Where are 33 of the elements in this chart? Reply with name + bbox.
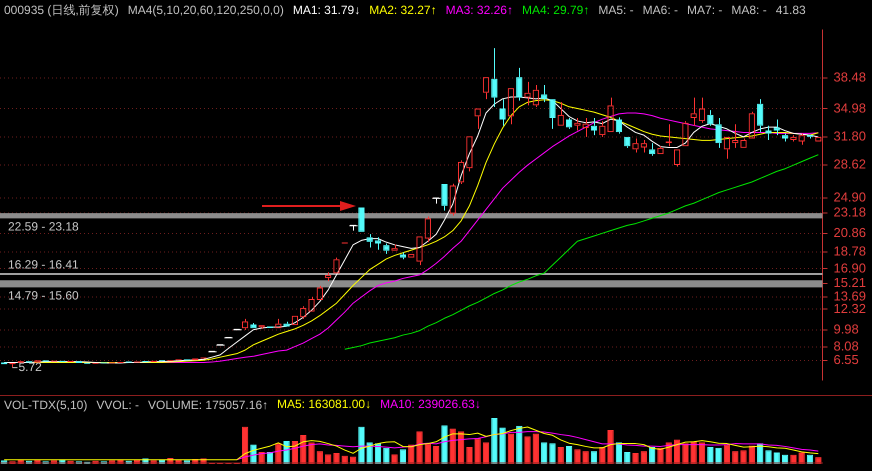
y-tick-label: 31.80: [833, 128, 866, 144]
text: MA10: 239026.63↓: [380, 397, 481, 411]
y-tick-label: 28.62: [833, 156, 866, 172]
text: VOLUME: 175057.16↑: [148, 398, 268, 412]
y-tick-label: 20.86: [833, 225, 866, 240]
y-tick-label: 34.98: [833, 100, 866, 116]
y-tick-label: 24.90: [833, 190, 866, 204]
chart-subtitle: MA4(5,10,20,60,120,250,0,0): [128, 3, 284, 17]
band-label: 16.29 - 16.41: [8, 257, 80, 272]
y-tick-label: 8.08: [833, 338, 859, 354]
text: VVOL: -: [96, 398, 140, 412]
chart-title: 000935 (日线,前复权): [4, 3, 119, 17]
y-tick-label: 18.78: [833, 244, 866, 259]
text: MA5: 163081.00↓: [277, 397, 372, 411]
y-tick-label: 9.98: [833, 322, 859, 337]
text: MA6: -: [642, 3, 678, 17]
chart-title: VOL-TDX(5,10): [4, 398, 88, 412]
text: MA4: 29.79↑: [522, 3, 590, 17]
band-label: 22.59 - 23.18: [8, 220, 80, 234]
text: MA1: 31.79↓: [292, 3, 360, 17]
y-tick-label: 15.21: [833, 275, 866, 290]
text: MA7: -: [687, 3, 722, 17]
y-tick-label: 16.90: [833, 260, 866, 276]
band-label: 14.79 - 15.60: [8, 288, 80, 303]
y-tick-label: 38.48: [833, 69, 866, 84]
annotation: 5.72: [18, 360, 42, 374]
text: MA2: 32.27↑: [369, 3, 437, 17]
text: MA3: 32.26↑: [446, 3, 513, 17]
text: MA5: -: [598, 3, 634, 17]
y-tick-label: 23.18: [833, 204, 866, 220]
text: 41.83: [776, 3, 806, 17]
text: MA8: -: [731, 3, 767, 17]
y-tick-label: 6.55: [833, 352, 859, 367]
